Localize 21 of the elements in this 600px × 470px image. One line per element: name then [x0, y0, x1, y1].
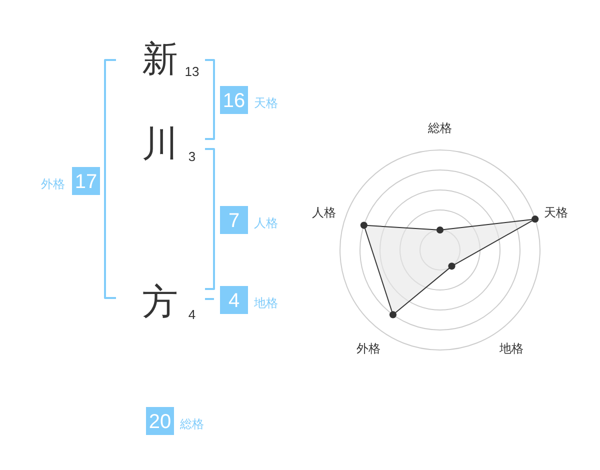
spoke-label: 地格: [498, 342, 524, 356]
spoke-label: 総格: [427, 121, 452, 135]
spoke-label: 外格: [356, 342, 380, 356]
category-label: 総格: [179, 417, 204, 431]
text: 新: [142, 38, 178, 79]
text: 13: [184, 64, 200, 79]
data-label: 7: [228, 210, 240, 232]
category-label: 天格: [254, 96, 278, 110]
text: 方: [142, 281, 178, 322]
category-label: 外格: [41, 177, 65, 191]
text: 3: [188, 149, 196, 164]
category-label: 人格: [254, 216, 278, 230]
data-label: 17: [74, 171, 98, 193]
spoke-label: 天格: [544, 205, 568, 220]
text: 川: [142, 123, 178, 164]
data-label: 16: [222, 90, 246, 112]
category-label: 地格: [253, 296, 278, 310]
spoke-label: 人格: [312, 205, 336, 220]
text: 4: [188, 307, 196, 322]
data-label: 20: [148, 411, 172, 433]
data-label: 4: [228, 290, 240, 312]
